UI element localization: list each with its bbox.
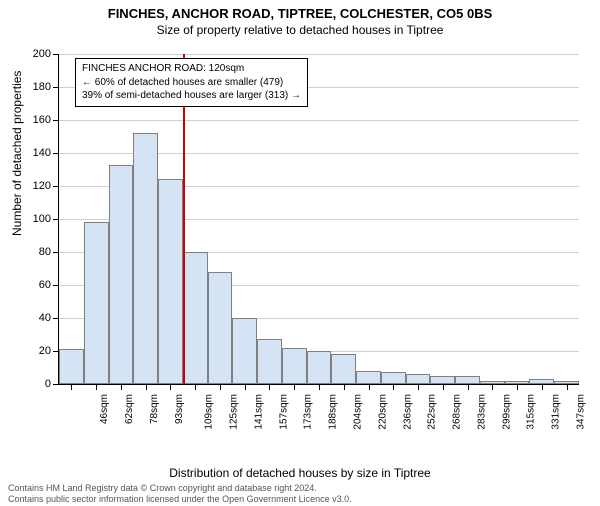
histogram-bar — [257, 339, 282, 384]
page-title: FINCHES, ANCHOR ROAD, TIPTREE, COLCHESTE… — [0, 6, 600, 21]
x-tick-label: 204sqm — [353, 394, 364, 430]
x-tick — [71, 384, 72, 390]
x-tick — [170, 384, 171, 390]
x-tick-label: 252sqm — [427, 394, 438, 430]
x-tick — [468, 384, 469, 390]
x-tick — [319, 384, 320, 390]
histogram-bar — [455, 376, 480, 384]
y-tick-label: 160 — [21, 114, 51, 126]
x-tick — [344, 384, 345, 390]
callout-line: FINCHES ANCHOR ROAD: 120sqm — [82, 62, 301, 76]
y-tick-label: 180 — [21, 81, 51, 93]
x-tick-label: 93sqm — [174, 394, 185, 424]
callout-box: FINCHES ANCHOR ROAD: 120sqm← 60% of deta… — [75, 58, 308, 107]
y-tick-label: 20 — [21, 345, 51, 357]
histogram-bar — [356, 371, 381, 384]
x-tick-label: 109sqm — [204, 394, 215, 430]
x-tick — [96, 384, 97, 390]
histogram-bar — [133, 133, 158, 384]
x-tick — [294, 384, 295, 390]
grid-line — [59, 120, 579, 121]
histogram-bar — [158, 179, 183, 384]
plot-area: 02040608010012014016018020046sqm62sqm78s… — [58, 54, 579, 385]
histogram-bar — [406, 374, 431, 384]
histogram-bar — [59, 349, 84, 384]
x-tick — [443, 384, 444, 390]
x-tick-label: 125sqm — [229, 394, 240, 430]
x-tick-label: 299sqm — [501, 394, 512, 430]
histogram-bar — [282, 348, 307, 384]
y-tick-label: 200 — [21, 48, 51, 60]
x-tick-label: 283sqm — [476, 394, 487, 430]
y-tick — [53, 153, 59, 154]
attribution-footer: Contains HM Land Registry data © Crown c… — [8, 483, 352, 505]
x-tick-label: 188sqm — [328, 394, 339, 430]
histogram-bar — [430, 376, 455, 384]
x-tick — [542, 384, 543, 390]
histogram-bar — [183, 252, 208, 384]
y-tick — [53, 252, 59, 253]
y-tick — [53, 54, 59, 55]
x-tick — [393, 384, 394, 390]
x-tick — [146, 384, 147, 390]
x-tick-label: 157sqm — [278, 394, 289, 430]
y-tick — [53, 120, 59, 121]
callout-line: ← 60% of detached houses are smaller (47… — [82, 76, 301, 90]
y-tick-label: 140 — [21, 147, 51, 159]
x-tick — [220, 384, 221, 390]
y-tick — [53, 219, 59, 220]
footer-line: Contains HM Land Registry data © Crown c… — [8, 483, 352, 494]
x-tick-label: 268sqm — [452, 394, 463, 430]
histogram-bar — [84, 222, 109, 384]
histogram-bar — [208, 272, 233, 384]
y-tick — [53, 87, 59, 88]
y-tick-label: 40 — [21, 312, 51, 324]
x-tick-label: 347sqm — [575, 394, 586, 430]
grid-line — [59, 54, 579, 55]
y-tick-label: 120 — [21, 180, 51, 192]
histogram-bar — [109, 165, 134, 384]
histogram-bar — [381, 372, 406, 384]
y-tick — [53, 186, 59, 187]
x-tick — [418, 384, 419, 390]
x-tick-label: 315sqm — [526, 394, 537, 430]
y-tick — [53, 318, 59, 319]
x-tick-label: 331sqm — [551, 394, 562, 430]
x-tick — [245, 384, 246, 390]
x-tick-label: 78sqm — [149, 394, 160, 424]
x-tick-label: 220sqm — [377, 394, 388, 430]
y-tick-label: 60 — [21, 279, 51, 291]
histogram-bar — [331, 354, 356, 384]
y-tick — [53, 384, 59, 385]
x-tick — [517, 384, 518, 390]
x-tick — [369, 384, 370, 390]
y-tick-label: 100 — [21, 213, 51, 225]
callout-line: 39% of semi-detached houses are larger (… — [82, 89, 301, 103]
x-tick-label: 236sqm — [402, 394, 413, 430]
x-tick-label: 46sqm — [99, 394, 110, 424]
x-tick — [121, 384, 122, 390]
page-subtitle: Size of property relative to detached ho… — [0, 23, 600, 37]
x-tick-label: 62sqm — [124, 394, 135, 424]
histogram-bar — [232, 318, 257, 384]
y-tick — [53, 285, 59, 286]
x-tick — [195, 384, 196, 390]
x-tick — [492, 384, 493, 390]
histogram-chart: 02040608010012014016018020046sqm62sqm78s… — [58, 54, 578, 424]
histogram-bar — [307, 351, 332, 384]
x-tick-label: 173sqm — [303, 394, 314, 430]
x-tick — [567, 384, 568, 390]
x-tick-label: 141sqm — [254, 394, 265, 430]
x-tick — [269, 384, 270, 390]
y-tick-label: 0 — [21, 378, 51, 390]
x-axis-title: Distribution of detached houses by size … — [0, 466, 600, 480]
y-tick-label: 80 — [21, 246, 51, 258]
